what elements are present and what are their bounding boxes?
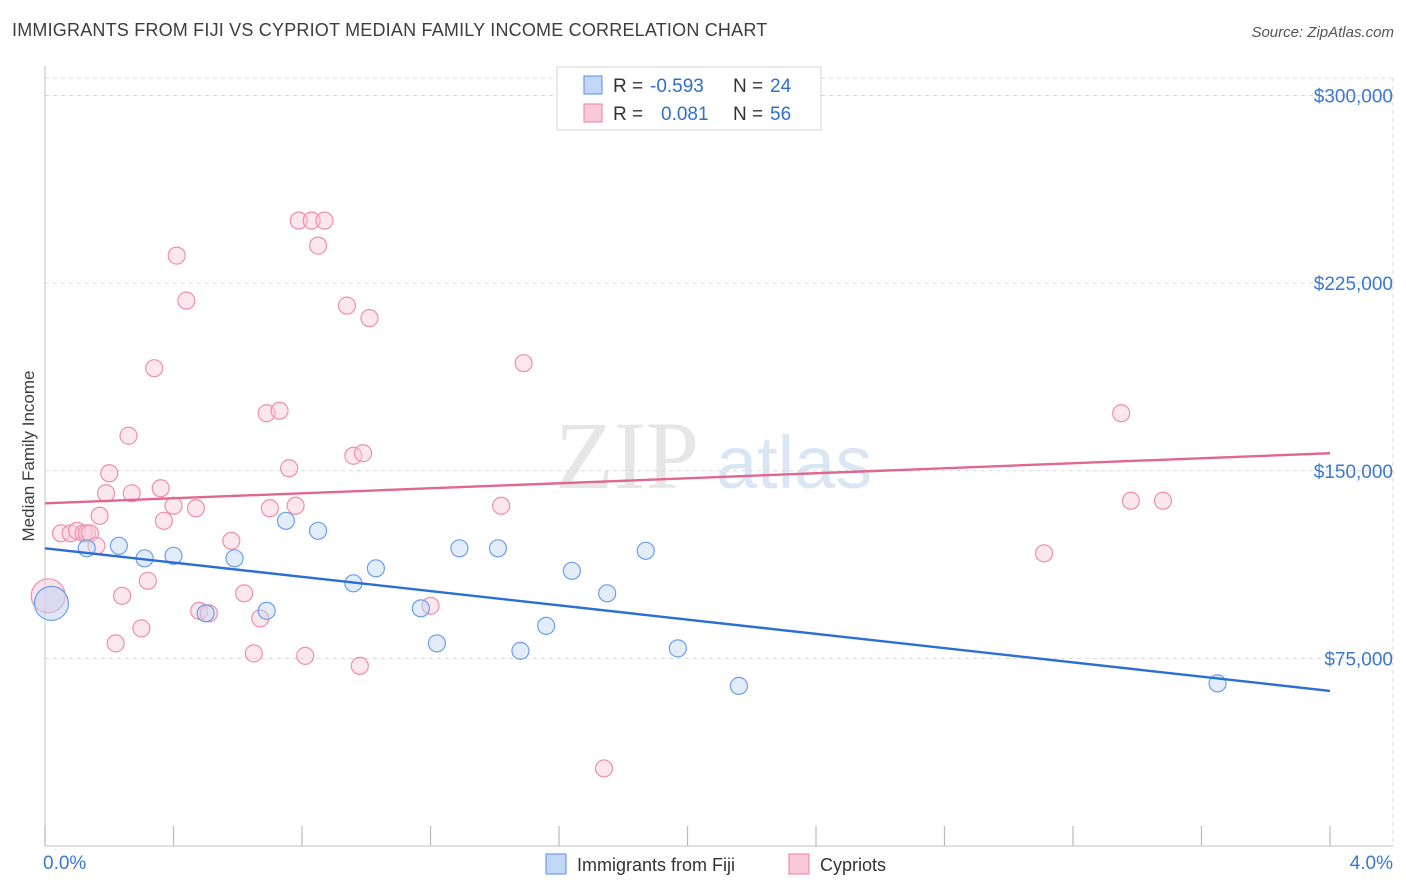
cypriot-point [289, 211, 308, 230]
fiji-point [257, 601, 276, 620]
cypriot-point [244, 644, 263, 663]
cypriot-point [132, 619, 151, 638]
fiji-point [427, 634, 447, 653]
fiji-points [33, 511, 1227, 695]
fiji-point [598, 584, 617, 603]
fiji-point [109, 536, 128, 555]
fiji-point [308, 521, 328, 540]
y-tick-labels: $75,000 $150,000 $225,000 $300,000 [1314, 87, 1393, 671]
cypriot-point [302, 211, 321, 230]
fiji-n-value: 24 [770, 76, 792, 97]
fiji-point [164, 546, 183, 565]
cypriot-swatch-icon [583, 103, 603, 123]
legend-cypriot-icon [788, 853, 810, 875]
legend-fiji-icon [545, 853, 567, 875]
fiji-point [366, 559, 385, 578]
cypriot-point [186, 499, 206, 518]
cypriot-point [112, 586, 132, 605]
cypriot-point [350, 656, 369, 675]
cypriot-trend-line [44, 452, 1331, 505]
cypriot-point [296, 646, 315, 665]
fiji-point [511, 641, 530, 660]
fiji-point [562, 561, 581, 580]
watermark-zip: ZIP [555, 402, 699, 509]
cypriot-point [1121, 491, 1140, 510]
fiji-point [729, 676, 749, 695]
cypriot-point [96, 484, 116, 503]
cypriot-n-value: 56 [770, 104, 791, 125]
legend-fiji-label: Immigrants from Fiji [577, 855, 735, 875]
source-label: Source: ZipAtlas.com [1251, 24, 1394, 41]
cypriot-point [308, 236, 328, 255]
fiji-point [537, 616, 556, 635]
cypriot-point [164, 496, 183, 515]
fiji-trend-line [44, 547, 1331, 693]
cypriots-points [30, 211, 1173, 778]
cypriot-point [1153, 491, 1173, 510]
fiji-point [33, 585, 70, 621]
cypriot-point [1034, 544, 1054, 563]
fiji-r-label: R = [613, 76, 643, 97]
chart-title: IMMIGRANTS FROM FIJI VS CYPRIOT MEDIAN F… [12, 20, 768, 40]
cypriot-point [514, 354, 533, 373]
fiji-n-label: N = [733, 76, 763, 97]
cypriot-r-label: R = [613, 104, 643, 125]
cypriot-point [337, 296, 357, 315]
y-tick-label: $75,000 [1324, 649, 1393, 670]
cypriot-point [251, 609, 270, 628]
cypriot-point [235, 584, 254, 603]
cypriot-point [315, 211, 334, 230]
fiji-r-value: -0.593 [650, 76, 704, 97]
y-tick-label: $300,000 [1314, 87, 1393, 108]
cypriot-point [138, 571, 157, 590]
x-tick-labels: 0.0% 4.0% [43, 853, 1393, 874]
fiji-point [488, 539, 508, 558]
watermark-atlas: atlas [716, 421, 872, 504]
cypriot-point [106, 634, 125, 653]
y-tick-label: $150,000 [1314, 462, 1393, 483]
cypriot-point [1112, 404, 1131, 423]
cypriot-point [145, 359, 164, 378]
fiji-point [636, 541, 655, 560]
legend-cypriot-label: Cypriots [820, 855, 886, 875]
cypriot-point [119, 426, 138, 445]
fiji-swatch-icon [583, 75, 603, 95]
cypriot-point [286, 496, 305, 515]
cypriot-point [151, 479, 170, 498]
cypriot-point [154, 511, 173, 530]
cypriot-point [270, 401, 289, 420]
cypriot-point [353, 444, 373, 463]
series-legend: Immigrants from Fiji Cypriots [545, 853, 886, 875]
x-tick-label-end: 4.0% [1350, 853, 1393, 874]
fiji-point [411, 599, 430, 618]
cypriot-point [280, 459, 299, 478]
cypriot-point [100, 464, 119, 483]
trend-lines [44, 452, 1331, 693]
cypriot-point [594, 759, 614, 778]
cypriot-r-value: 0.081 [661, 104, 709, 125]
cypriot-point [260, 499, 279, 518]
fiji-point [276, 511, 296, 530]
stats-legend: R = -0.593 N = 24 R = 0.081 N = 56 [556, 66, 822, 131]
y-tick-label: $225,000 [1314, 274, 1393, 295]
cypriot-point [492, 496, 511, 515]
cypriot-point [122, 484, 141, 503]
watermark: ZIP atlas [555, 402, 872, 509]
cypriot-point [167, 246, 186, 265]
fiji-point [196, 604, 215, 623]
cypriot-point [90, 506, 109, 525]
cypriot-point [222, 531, 241, 550]
fiji-point [668, 639, 687, 658]
cypriot-point [360, 309, 379, 328]
y-axis-label: Median Family Income [19, 370, 38, 541]
fiji-point [450, 539, 469, 558]
x-tick-label-start: 0.0% [43, 853, 86, 874]
fiji-point [225, 549, 244, 568]
cypriot-point [177, 291, 196, 310]
cypriot-n-label: N = [733, 104, 763, 125]
axes [44, 66, 1393, 847]
